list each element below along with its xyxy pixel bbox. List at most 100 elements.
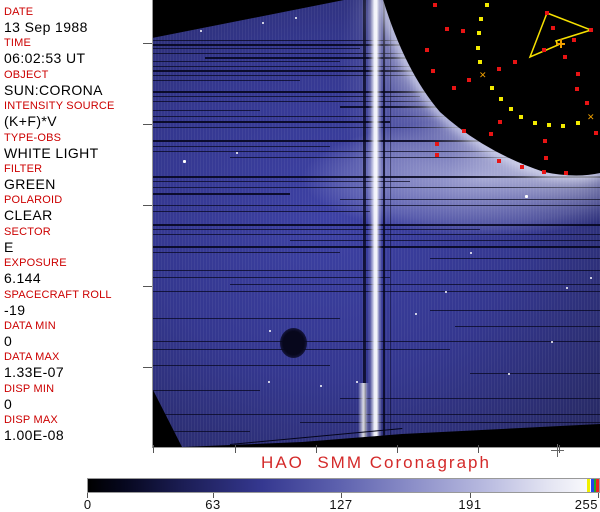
streak-line <box>230 157 600 158</box>
metadata-field: DATA MIN 0 <box>4 320 152 351</box>
metadata-field: DATE 13 Sep 1988 <box>4 6 152 37</box>
bright-vertical-streak-secondary <box>358 383 369 447</box>
streak-line <box>430 258 600 259</box>
colorbar-stripe <box>596 479 599 492</box>
colorbar-stripe <box>587 479 590 492</box>
red-fiducial-dot <box>564 171 568 175</box>
red-fiducial-dot <box>575 87 579 91</box>
red-fiducial-dot <box>585 101 589 105</box>
red-fiducial-dot <box>462 129 466 133</box>
field-value: 0 <box>4 332 13 349</box>
field-label: DISP MAX <box>4 414 58 427</box>
bottom-tick <box>235 445 236 453</box>
field-label: SPACECRAFT ROLL <box>4 288 112 301</box>
field-value: E <box>4 238 14 255</box>
metadata-field: DATA MAX 1.33E-07 <box>4 351 152 382</box>
field-value: WHITE LIGHT <box>4 144 99 161</box>
metadata-field: POLAROID CLEAR <box>4 194 152 225</box>
white-speck <box>262 22 264 24</box>
bottom-tick <box>153 445 154 453</box>
intensity-colorbar <box>87 478 600 493</box>
streak-line <box>152 80 300 81</box>
white-speck <box>525 195 528 198</box>
streak-line <box>455 326 600 327</box>
streak-line <box>152 193 290 195</box>
streak-line <box>152 365 330 366</box>
dark-vertical-line <box>383 0 385 447</box>
red-fiducial-dot <box>594 131 598 135</box>
white-speck <box>445 291 447 293</box>
white-speck <box>551 341 553 343</box>
streak-line <box>290 240 600 241</box>
red-fiducial-dot <box>513 60 517 64</box>
left-tick <box>143 205 152 206</box>
field-label: EXPOSURE <box>4 257 67 270</box>
yellow-fiducial-dot <box>533 121 537 125</box>
cross-marker: ✕ <box>587 112 595 122</box>
streak-line <box>300 422 600 423</box>
red-fiducial-dot <box>425 48 429 52</box>
red-fiducial-dot <box>435 153 439 157</box>
field-value: 1.33E-07 <box>4 364 65 381</box>
field-value: GREEN <box>4 175 56 192</box>
left-tick <box>143 124 152 125</box>
left-tick <box>143 286 152 287</box>
streak-line <box>152 318 340 319</box>
field-value: 06:02:53 UT <box>4 50 86 67</box>
red-fiducial-dot <box>497 67 501 71</box>
viewport-left-border <box>152 0 153 448</box>
metadata-field: DISP MIN 0 <box>4 383 152 414</box>
bottom-tick <box>559 445 560 453</box>
field-label: TYPE-OBS <box>4 131 62 144</box>
red-fiducial-dot <box>520 165 524 169</box>
dark-blob-defect <box>280 328 307 358</box>
white-speck <box>508 373 510 375</box>
image-title: HAO SMM Coronagraph <box>261 453 491 472</box>
colorbar-tick-label: 63 <box>205 497 221 512</box>
red-fiducial-dot <box>542 48 546 52</box>
colorbar-tick <box>470 493 471 498</box>
streak-line <box>152 277 390 278</box>
colorbar-tick <box>341 493 342 498</box>
yellow-fiducial-dot <box>509 107 513 111</box>
streak-line <box>152 110 260 111</box>
left-tick <box>143 43 152 44</box>
colorbar-tick <box>598 493 599 498</box>
red-fiducial-dot <box>542 170 546 174</box>
cross-marker: ✕ <box>479 70 487 80</box>
yellow-fiducial-dot <box>547 123 551 127</box>
red-fiducial-dot <box>431 69 435 73</box>
white-speck <box>356 381 358 383</box>
red-fiducial-dot <box>497 159 501 163</box>
yellow-polygon-outline <box>528 12 594 59</box>
bottom-tick <box>478 445 479 453</box>
streak-line <box>340 398 600 399</box>
field-label: DATA MIN <box>4 319 56 332</box>
field-label: TIME <box>4 37 32 50</box>
field-value: -19 <box>4 301 26 318</box>
red-fiducial-dot <box>433 3 437 7</box>
coronagraph-image-viewport[interactable]: ✕ ✕ <box>152 0 600 447</box>
yellow-fiducial-dot <box>490 86 494 90</box>
white-speck <box>415 313 417 315</box>
red-fiducial-dot <box>563 55 567 59</box>
streak-line <box>152 48 360 49</box>
streak-line <box>152 252 340 253</box>
colorbar-stripe <box>594 479 596 492</box>
streak-line <box>470 373 600 374</box>
yellow-fiducial-dot <box>519 115 523 119</box>
red-fiducial-dot <box>545 11 549 15</box>
field-value: CLEAR <box>4 207 53 224</box>
white-speck <box>200 30 202 32</box>
streak-line <box>152 61 340 62</box>
streak-line <box>340 199 600 200</box>
colorbar-stripe <box>591 479 594 492</box>
dark-vertical-line-thin <box>390 0 391 447</box>
red-fiducial-dot <box>467 78 471 82</box>
metadata-sidebar: DATE 13 Sep 1988 TIME 06:02:53 UT OBJECT SUN:… <box>0 0 152 447</box>
field-label: SECTOR <box>4 225 51 238</box>
white-speck <box>183 160 186 163</box>
yellow-fiducial-dot <box>479 17 483 21</box>
metadata-field: INTENSITY SOURCE (K+F)*V <box>4 100 152 131</box>
white-speck <box>590 277 592 279</box>
